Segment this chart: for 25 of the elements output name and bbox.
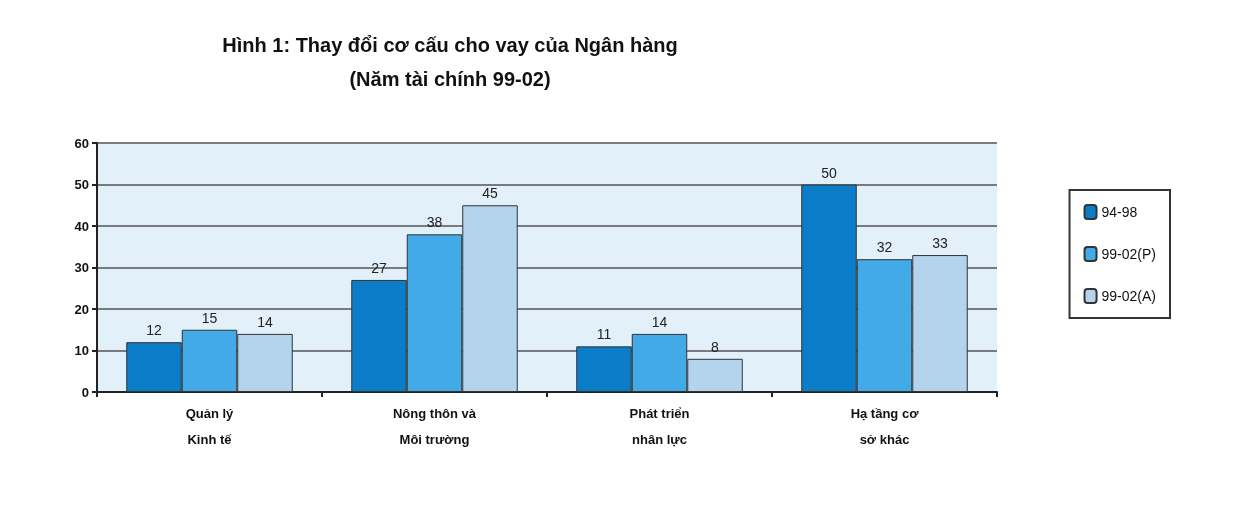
y-tick-label: 40 bbox=[74, 218, 89, 234]
y-tick-label: 0 bbox=[81, 384, 89, 400]
data-label: 14 bbox=[651, 313, 668, 330]
data-label: 14 bbox=[257, 313, 273, 330]
data-label: 50 bbox=[821, 164, 837, 181]
y-tick-label: 20 bbox=[74, 301, 89, 317]
data-label: 12 bbox=[146, 322, 162, 339]
data-label: 32 bbox=[876, 239, 893, 256]
x-tick-label: Phát triển nhân lực bbox=[629, 405, 690, 447]
data-label: 11 bbox=[596, 326, 612, 343]
data-label: 15 bbox=[201, 309, 218, 326]
x-tick-label: Hạ tầng cơ sở khác bbox=[850, 405, 920, 447]
y-tick-label: 30 bbox=[74, 260, 89, 275]
y-tick-label: 50 bbox=[74, 177, 89, 192]
x-tick-label: Nông thôn và Môi trường bbox=[392, 405, 477, 447]
legend-label: 94-98 bbox=[1101, 204, 1138, 220]
data-label: 33 bbox=[932, 235, 948, 252]
chart-subtitle: (Năm tài chính 99-02) bbox=[349, 68, 551, 90]
chart-title: Hình 1: Thay đổi cơ cấu cho vay của Ngân hàng bbox=[222, 34, 678, 56]
y-tick-label: 60 bbox=[74, 135, 89, 151]
legend-label: 99-02(A) bbox=[1101, 288, 1156, 304]
data-label: 45 bbox=[482, 185, 498, 202]
x-tick-label: Quản lý Kinh tế bbox=[185, 405, 235, 447]
y-tick-label: 10 bbox=[74, 343, 89, 358]
legend-label: 99-02(P) bbox=[1101, 246, 1156, 262]
